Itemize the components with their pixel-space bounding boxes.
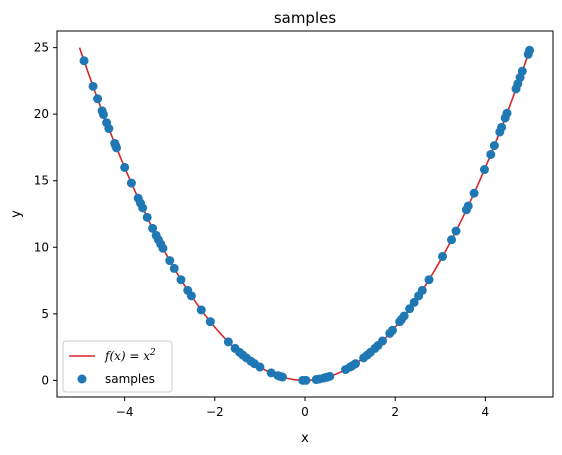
y-tick-label: 25 [34, 41, 49, 55]
sample-point [277, 372, 287, 382]
sample-point [126, 178, 136, 188]
x-axis-label: x [301, 431, 309, 446]
sample-point [525, 45, 535, 55]
legend-point-label: samples [105, 372, 155, 386]
sample-point [196, 305, 206, 315]
y-tick-label: 0 [41, 373, 49, 387]
sample-point [165, 256, 175, 266]
y-tick-label: 5 [41, 307, 49, 321]
sample-point [120, 162, 130, 172]
y-tick-label: 15 [34, 174, 49, 188]
scatter-series-layer [79, 45, 535, 385]
sample-point [186, 291, 196, 301]
y-tick-label: 10 [34, 240, 49, 254]
y-tick-label: 20 [34, 107, 49, 121]
sample-point [98, 109, 108, 119]
x-tick-label: −4 [116, 405, 134, 419]
sample-point [447, 235, 457, 245]
sample-point [205, 317, 215, 327]
sample-point [142, 212, 152, 222]
sample-point [489, 141, 499, 151]
sample-point [79, 56, 89, 66]
legend: f(x) = x2 samples [62, 340, 173, 393]
sample-point [112, 143, 122, 153]
sample-point [88, 81, 98, 91]
sample-point [325, 371, 335, 381]
legend-box [62, 340, 173, 393]
x-tick-label: 0 [301, 405, 309, 419]
sample-point [469, 188, 479, 198]
sample-point [479, 165, 489, 175]
sample-point [255, 362, 265, 372]
legend-point-swatch [77, 374, 87, 384]
sample-point [351, 359, 360, 369]
sample-point [399, 311, 409, 321]
y-axis-ticks: 0 5 10 15 20 25 [34, 41, 57, 387]
legend-line-label-exponent: 2 [149, 348, 156, 358]
sample-point [486, 149, 496, 159]
sample-point [93, 94, 103, 104]
sample-point [266, 368, 276, 378]
sample-point [169, 263, 179, 273]
sample-point [158, 243, 168, 253]
sample-point [463, 201, 473, 211]
chart-title: samples [274, 9, 337, 27]
x-tick-label: 2 [391, 405, 399, 419]
x-tick-label: −2 [206, 405, 224, 419]
sample-point [223, 337, 233, 347]
sample-point [405, 304, 415, 314]
sample-point [451, 226, 461, 236]
sample-point [387, 325, 397, 335]
legend-line-label: f(x) = x2 [104, 348, 156, 363]
sample-point [104, 124, 114, 134]
sample-point [176, 275, 186, 285]
x-axis-ticks: −4 −2 0 2 4 [116, 397, 489, 419]
sample-point [409, 297, 419, 307]
sample-point [424, 275, 434, 285]
sample-point [517, 66, 527, 76]
sample-point [138, 203, 148, 213]
sample-point [497, 122, 507, 132]
sample-point [301, 375, 311, 385]
y-axis-label: y [9, 210, 24, 218]
sample-point [502, 108, 512, 118]
x-tick-label: 4 [482, 405, 490, 419]
sample-point [417, 285, 427, 295]
sample-point [438, 252, 448, 262]
legend-line-label-base: f(x) = x [104, 349, 150, 363]
sample-point [148, 223, 158, 233]
sample-point [378, 336, 388, 346]
